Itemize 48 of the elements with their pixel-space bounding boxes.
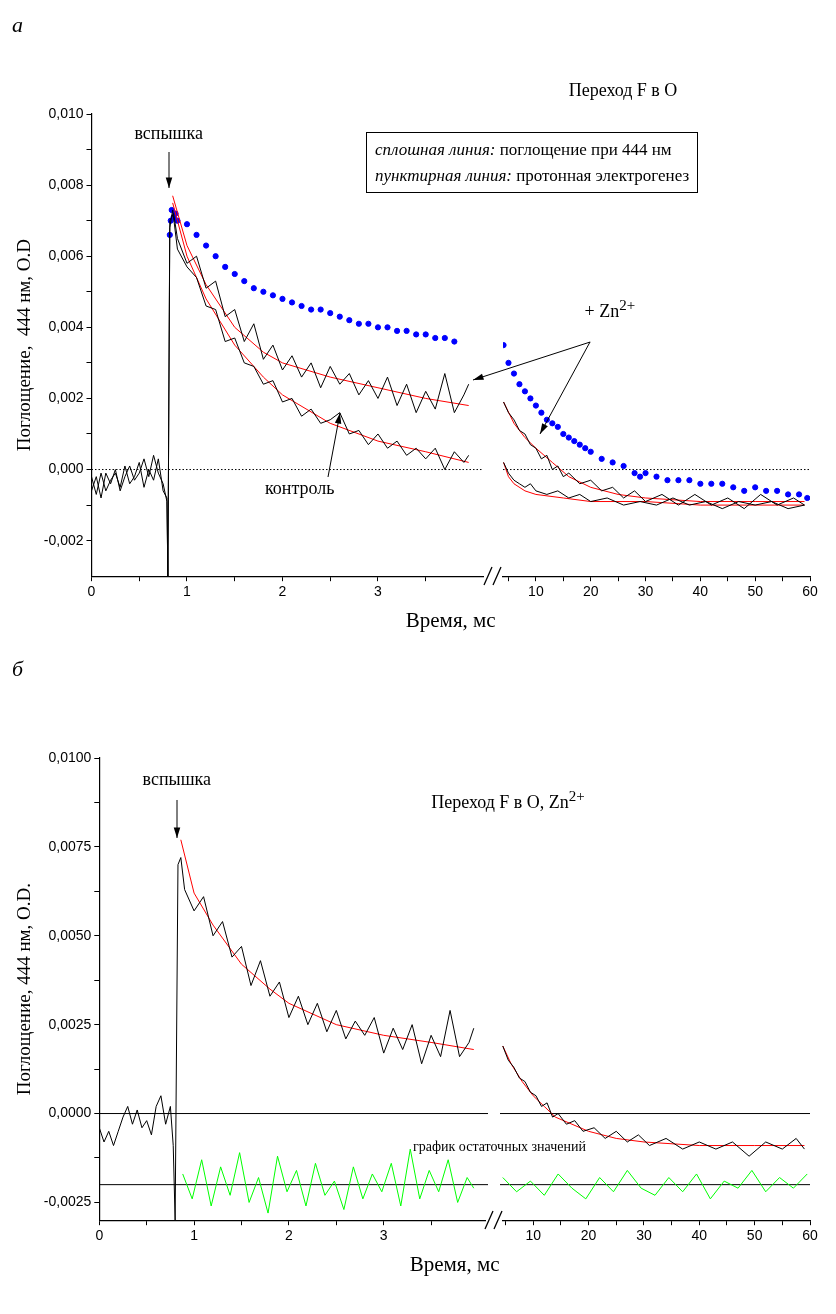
text: Переход F в O, Zn$^{2+}$ (431, 788, 585, 813)
chart-title: а (12, 12, 23, 38)
x-tick-label: 40 (692, 583, 709, 600)
chart-title: б (12, 656, 24, 682)
x-tick-label: 2 (285, 1227, 293, 1244)
y-tick-label: 0,006 (48, 247, 84, 264)
x-tick-label: 10 (528, 583, 544, 600)
annotation: пунктирная линия: протонная электрогенез (375, 165, 690, 185)
x-tick-label: 0 (87, 583, 96, 600)
x-tick-label: 2 (278, 583, 287, 600)
x-axis-title: Время, мс (405, 608, 496, 633)
y-tick-label: 0,0000 (48, 1104, 92, 1121)
annotation: график остаточных значений (413, 1138, 586, 1157)
y-axis-title: Поглощение, 444 нм, O.D. (13, 882, 35, 1096)
x-tick-label: 3 (374, 583, 383, 600)
x-tick-label: 10 (525, 1227, 542, 1244)
y-axis-title: Поглощение, 444 нм, O.D (13, 238, 35, 452)
y-tick-label: 0,0075 (48, 837, 92, 854)
x-tick-label: 20 (580, 1227, 597, 1244)
x-tick-label: 30 (636, 1227, 652, 1244)
y-tick-label: 0,008 (48, 175, 84, 192)
x-tick-label: 50 (747, 583, 764, 600)
y-tick-label: 0,010 (48, 104, 84, 121)
y-tick-label: 0,000 (48, 460, 84, 477)
x-tick-label: 30 (637, 583, 654, 600)
x-axis-title: Время, мс (409, 1252, 500, 1277)
x-tick-label: 60 (802, 583, 818, 600)
x-tick-label: 20 (582, 583, 599, 600)
y-tick-label: 0,002 (48, 389, 84, 406)
x-tick-label: 3 (379, 1227, 388, 1244)
y-tick-label: 0,0100 (48, 748, 92, 765)
y-tick-label: -0,0025 (43, 1193, 92, 1210)
x-tick-label: 60 (802, 1227, 818, 1244)
chart-subtitle: Переход F в O (568, 80, 678, 101)
y-tick-label: 0,0025 (48, 1015, 92, 1032)
annotation: вспышка (142, 768, 212, 790)
x-tick-label: 1 (190, 1227, 199, 1244)
annotation: сплошная линия: поглощение при 444 нм (375, 140, 672, 159)
annotation: контроль (265, 477, 335, 499)
x-tick-label: 40 (691, 1227, 708, 1244)
y-tick-label: -0,002 (43, 531, 84, 548)
x-tick-label: 50 (746, 1227, 763, 1244)
y-tick-label: 0,004 (48, 318, 84, 335)
x-tick-label: 1 (183, 583, 192, 600)
annotation: + Zn$^{2+}$ (584, 297, 636, 323)
y-tick-label: 0,0050 (48, 926, 92, 943)
x-tick-label: 0 (95, 1227, 104, 1244)
annotation: вспышка (134, 122, 203, 144)
